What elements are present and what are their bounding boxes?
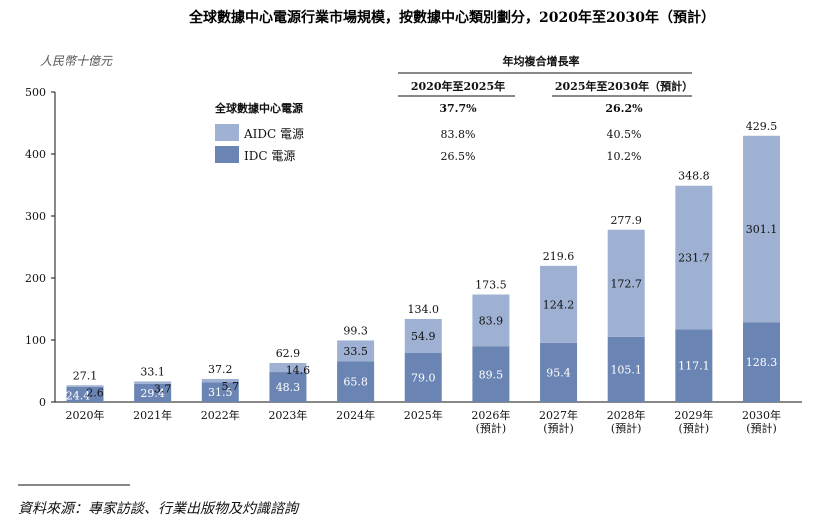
cagr-value: 83.8% <box>441 128 476 141</box>
y-tick-label: 0 <box>39 396 46 409</box>
cagr-table-header: 年均複合增長率 <box>503 54 580 68</box>
y-tick-label: 400 <box>25 148 46 161</box>
bar-idc <box>337 361 375 402</box>
bar-total-label: 134.0 <box>408 303 440 316</box>
bar-idc <box>404 353 442 402</box>
bar-label-idc: 95.4 <box>546 366 571 379</box>
x-tick-label: 2022年 <box>201 408 240 422</box>
bar-aidc <box>607 229 645 337</box>
bar-label-idc: 24.4 <box>66 389 91 402</box>
bar-label-idc: 79.0 <box>411 372 436 385</box>
bar-label-aidc: 33.5 <box>343 345 368 358</box>
legend-swatch <box>215 124 239 141</box>
x-tick-label: (預計) <box>543 421 574 435</box>
y-tick-label: 500 <box>25 86 46 99</box>
bar-aidc <box>404 318 442 354</box>
legend-label: AIDC 電源 <box>243 127 304 141</box>
bar-aidc <box>675 185 713 330</box>
bar-label-aidc: 301.1 <box>746 223 778 236</box>
bar-aidc <box>134 381 172 384</box>
bar-label-idc: 29.4 <box>140 387 165 400</box>
bar-idc <box>675 329 713 402</box>
bar-label-aidc: 172.7 <box>610 277 642 290</box>
bar-idc <box>743 322 780 402</box>
cagr-value: 40.5% <box>607 128 642 141</box>
bar-idc <box>607 336 645 402</box>
bar-label-aidc: 5.7 <box>222 380 240 393</box>
bar-label-idc: 65.8 <box>343 376 368 389</box>
bar-idc <box>269 372 307 402</box>
bar-total-label: 429.5 <box>746 120 778 133</box>
bar-idc <box>472 346 510 402</box>
legend-label: IDC 電源 <box>244 149 295 163</box>
bar-label-idc: 31.5 <box>208 386 233 399</box>
bar-label-idc: 117.1 <box>678 360 710 373</box>
bar-label-idc: 105.1 <box>610 363 642 376</box>
cagr-column-header: 2020年至2025年 <box>411 79 505 93</box>
bar-label-aidc: 14.6 <box>286 364 311 377</box>
bar-total-label: 173.5 <box>475 278 507 291</box>
x-tick-label: 2029年 <box>674 408 713 422</box>
bar-label-aidc: 231.7 <box>678 252 710 265</box>
x-tick-label: 2027年 <box>539 408 578 422</box>
bar-aidc <box>201 378 239 383</box>
bar-idc <box>201 382 239 402</box>
y-tick-label: 200 <box>25 272 46 285</box>
x-tick-label: 2020年 <box>66 408 105 422</box>
bar-label-aidc: 83.9 <box>479 315 504 328</box>
bar-aidc <box>472 294 510 347</box>
bar-idc <box>134 383 172 402</box>
cagr-value: 10.2% <box>607 150 642 163</box>
bar-label-aidc: 2.6 <box>86 386 104 399</box>
bar-aidc <box>743 135 780 323</box>
table-row-label: 全球數據中心電源 <box>214 101 303 115</box>
x-tick-label: 2025年 <box>404 408 443 422</box>
bar-idc <box>66 386 104 402</box>
cagr-column-header: 2025年至2030年（預計） <box>555 79 693 93</box>
bar-label-idc: 128.3 <box>746 356 778 369</box>
cagr-value: 26.2% <box>605 102 643 115</box>
x-tick-label: 2026年 <box>471 408 510 422</box>
bar-idc <box>540 342 578 402</box>
x-tick-label: 2028年 <box>607 408 646 422</box>
bar-total-label: 99.3 <box>343 324 368 337</box>
bar-total-label: 37.2 <box>208 363 233 376</box>
x-tick-label: 2023年 <box>268 408 307 422</box>
bar-aidc <box>66 385 104 387</box>
axes: 0 100 200 300 400 500 2020年 2021年 2022年 2023年 2024… <box>25 86 802 435</box>
bar-label-idc: 48.3 <box>276 381 301 394</box>
bars: 24.42.6 27.1 29.43.7 33.1 31.55.7 37.2 48.3 14.… <box>66 120 780 402</box>
bar-total-label: 348.8 <box>678 170 710 183</box>
x-tick-label: 2024年 <box>336 408 375 422</box>
bar-total-label: 33.1 <box>140 365 165 378</box>
bar-aidc <box>269 363 307 373</box>
chart-title: 全球數據中心電源行業市場規模，按數據中心類別劃分，2020年至2030年（預計） <box>188 9 715 26</box>
x-tick-label: (預計) <box>679 421 710 435</box>
x-tick-label: 2021年 <box>133 408 172 422</box>
bar-label-aidc: 54.9 <box>411 330 436 343</box>
cagr-value: 37.7% <box>439 102 477 115</box>
bar-label-aidc: 124.2 <box>543 298 575 311</box>
bar-total-label: 277.9 <box>610 214 642 227</box>
cagr-table: 年均複合增長率 2020年至2025年 2025年至2030年（預計） 全球數據中心電… <box>214 54 693 163</box>
cagr-value: 26.5% <box>441 150 476 163</box>
legend-swatch <box>215 146 239 163</box>
bar-total-label: 219.6 <box>543 250 575 263</box>
bar-label-idc: 89.5 <box>479 368 504 381</box>
bar-label-aidc: 3.7 <box>154 382 172 395</box>
bar-aidc <box>540 265 578 343</box>
x-tick-label: (預計) <box>611 421 642 435</box>
bar-total-label: 27.1 <box>73 369 98 382</box>
bar-total-label: 62.9 <box>276 347 301 360</box>
x-tick-label: (預計) <box>476 421 507 435</box>
y-axis-unit: 人民幣十億元 <box>40 54 113 68</box>
x-tick-label: 2030年 <box>742 408 781 422</box>
y-tick-label: 300 <box>25 210 46 223</box>
y-tick-label: 100 <box>25 334 46 347</box>
bar-aidc <box>337 340 375 362</box>
x-tick-label: (預計) <box>746 421 777 435</box>
source-note: 資料來源：專家訪談、行業出版物及灼識諮詢 <box>18 501 300 517</box>
